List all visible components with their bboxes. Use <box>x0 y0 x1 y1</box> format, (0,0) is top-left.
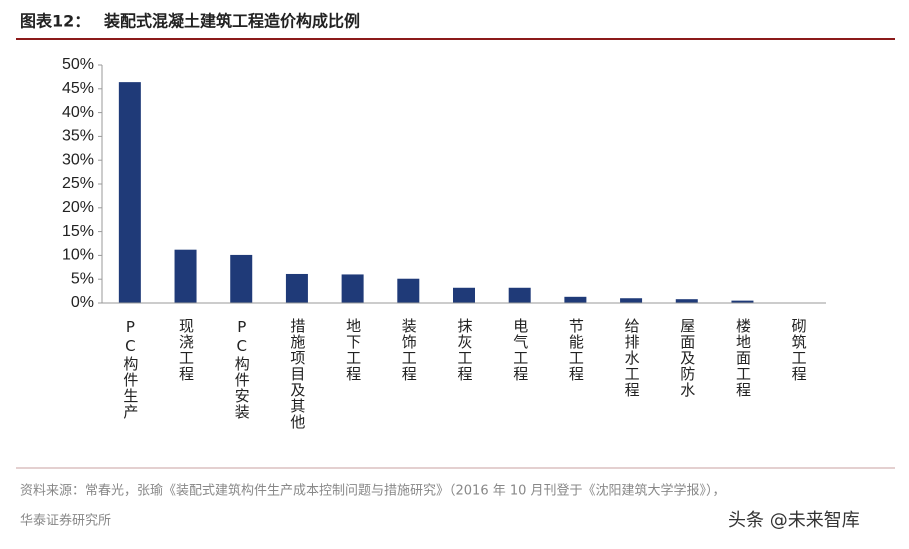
y-tick-label: 25% <box>62 175 94 192</box>
y-tick-label: 15% <box>62 223 94 240</box>
x-tick-label: 措施项目及其他 <box>288 318 306 430</box>
x-tick-label: 抹灰工程 <box>456 318 474 382</box>
bar <box>230 254 253 303</box>
x-tick-label: 地下工程 <box>344 318 362 382</box>
y-tick-label: 45% <box>62 80 94 97</box>
y-tick-label: 40% <box>62 104 94 121</box>
source-note: 华泰证券研究所 <box>20 513 111 529</box>
y-tick-label: 10% <box>62 247 94 264</box>
bar <box>397 278 420 303</box>
x-tick-label: 砌筑工程 <box>790 318 808 382</box>
bar <box>675 299 698 303</box>
x-tick-label: 屋面及防水 <box>678 318 696 398</box>
source-note: 资料来源：常春光，张瑜《装配式建筑构件生产成本控制问题与措施研究》（2016 年… <box>20 483 726 499</box>
bar <box>453 287 475 303</box>
x-tick-label: PC构件生产 <box>121 318 139 420</box>
bar <box>118 82 141 303</box>
y-tick-label: 5% <box>71 270 94 287</box>
bar <box>285 273 308 303</box>
x-tick-label: 给排水工程 <box>623 318 641 398</box>
chart-title: 装配式混凝土建筑工程造价构成比例 <box>103 12 360 31</box>
y-tick-label: 30% <box>62 151 94 168</box>
y-tick-label: 0% <box>71 294 94 311</box>
x-tick-label: 装饰工程 <box>400 318 418 382</box>
bar <box>174 249 197 303</box>
bar <box>620 298 643 303</box>
x-tick-label: 楼地面工程 <box>734 318 752 398</box>
y-tick-label: 20% <box>62 199 94 216</box>
y-tick-label: 50% <box>62 56 94 73</box>
x-tick-label: 现浇工程 <box>177 318 195 382</box>
bar <box>508 287 531 303</box>
y-tick-label: 35% <box>62 128 94 145</box>
x-tick-label: PC构件安装 <box>233 318 251 420</box>
chart-label: 图表12： <box>20 12 90 31</box>
bar <box>341 274 364 303</box>
x-tick-label: 节能工程 <box>567 318 585 382</box>
x-tick-label: 电气工程 <box>511 318 529 382</box>
watermark: 头条 @未来智库 <box>728 510 860 531</box>
bar <box>564 296 587 303</box>
bar <box>731 300 754 303</box>
